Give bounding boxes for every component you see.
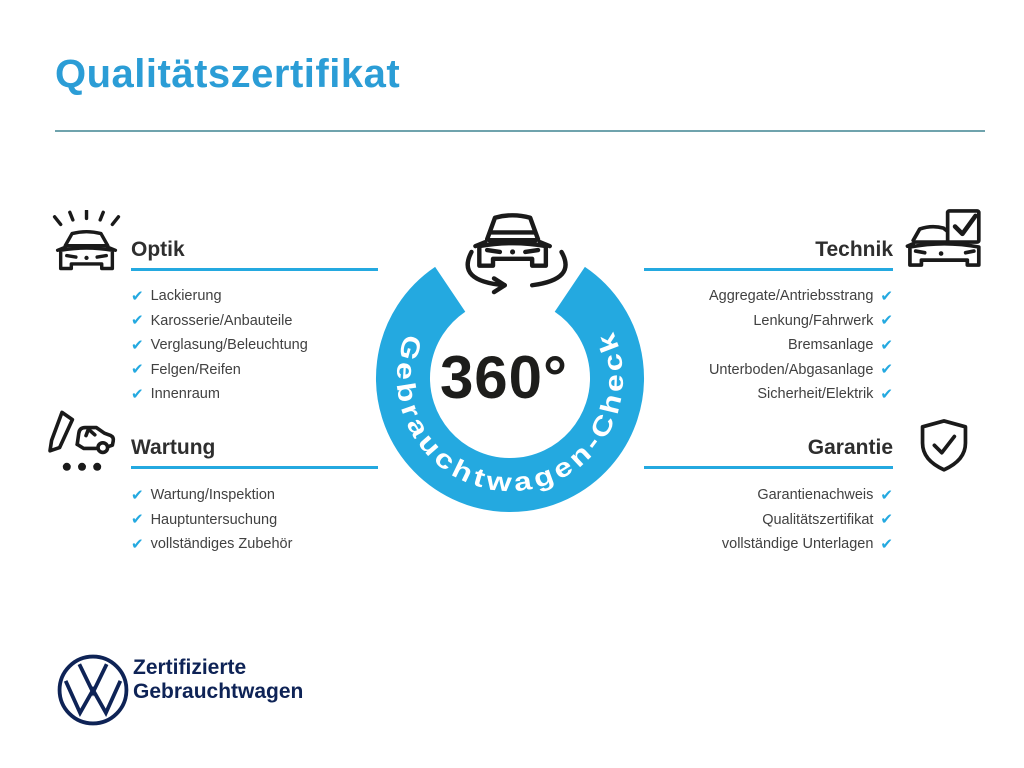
check-icon: ✔ [131,286,144,305]
item-label: vollständiges Zubehör [150,536,293,553]
ring-360: Gebrauchtwagen-Check [376,266,644,513]
section-underline-optik [131,268,378,271]
checklist-wartung: ✔ Wartung/Inspektion ✔ Hauptuntersuchung… [131,483,292,557]
checklist-item: Garantienachweis ✔ [600,483,893,508]
item-label: Lackierung [150,288,222,305]
checklist-item: ✔ vollständiges Zubehör [131,532,292,557]
section-title-optik: Optik [131,238,185,261]
section-underline-technik [644,268,893,271]
car-rotate-icon [465,213,568,295]
check-icon: ✔ [131,311,144,330]
checklist-item: Lenkung/Fahrwerk ✔ [600,309,893,334]
check-icon: ✔ [880,335,893,354]
item-label: Bremsanlage [787,337,874,354]
brand-text: Zertifizierte Gebrauchtwagen [133,656,303,704]
brand-line-1: Zertifizierte [133,656,247,679]
checklist-item: ✔ Karosserie/Anbauteile [131,309,308,334]
check-icon: ✔ [880,384,893,403]
item-label: Hauptuntersuchung [150,511,278,528]
item-label: Karosserie/Anbauteile [150,312,293,329]
vw-logo [57,654,129,726]
item-label: Unterboden/Abgasanlage [708,361,874,378]
checklist-item: Qualitätszertifikat ✔ [600,508,893,533]
check-icon: ✔ [880,311,893,330]
item-label: Wartung/Inspektion [150,487,275,504]
check-icon: ✔ [880,360,893,379]
check-icon: ✔ [880,286,893,305]
checklist-item: ✔ Lackierung [131,284,308,309]
section-title-technik: Technik [815,238,893,261]
checklist-optik: ✔ Lackierung ✔ Karosserie/Anbauteile ✔ V… [131,284,308,407]
checklist-garantie: Garantienachweis ✔ Qualitätszertifikat ✔… [600,483,893,557]
check-icon: ✔ [131,485,144,504]
item-label: Aggregate/Antriebsstrang [708,288,874,305]
checklist-item: ✔ Innenraum [131,382,308,407]
ring-arc [376,266,644,513]
check-icon: ✔ [131,534,144,553]
checklist-item: Sicherheit/Elektrik ✔ [600,382,893,407]
title-rule [55,130,985,132]
car-front-shine-icon [52,210,121,271]
section-title-wartung: Wartung [131,436,216,459]
check-icon: ✔ [131,360,144,379]
brand-line-2: Gebrauchtwagen [133,680,304,703]
car-checkbox-icon [905,209,981,267]
checklist-item: ✔ Hauptuntersuchung [131,508,292,533]
check-icon: ✔ [131,510,144,529]
check-icon: ✔ [131,384,144,403]
item-label: Lenkung/Fahrwerk [753,312,874,329]
section-underline-wartung [131,466,378,469]
item-label: Verglasung/Beleuchtung [150,337,308,354]
check-icon: ✔ [880,534,893,553]
checklist-technik: Aggregate/Antriebsstrang ✔ Lenkung/Fahrw… [600,284,893,407]
degree-label: 360° [439,344,569,411]
pencil-car-icon [48,410,116,471]
item-label: vollständige Unterlagen [721,536,874,553]
check-icon: ✔ [880,485,893,504]
shield-check-icon [920,419,968,472]
checklist-item: ✔ Verglasung/Beleuchtung [131,333,308,358]
section-title-garantie: Garantie [807,436,893,459]
page-title: Qualitätszertifikat [55,52,401,96]
checklist-item: Aggregate/Antriebsstrang ✔ [600,284,893,309]
checklist-item: ✔ Wartung/Inspektion [131,483,292,508]
item-label: Felgen/Reifen [150,361,241,378]
checklist-item: vollständige Unterlagen ✔ [600,532,893,557]
check-icon: ✔ [131,335,144,354]
section-underline-garantie [644,466,893,469]
item-label: Qualitätszertifikat [762,511,874,528]
item-label: Innenraum [150,386,220,403]
checklist-item: Unterboden/Abgasanlage ✔ [600,358,893,383]
item-label: Garantienachweis [757,487,874,504]
check-icon: ✔ [880,510,893,529]
checklist-item: ✔ Felgen/Reifen [131,358,308,383]
item-label: Sicherheit/Elektrik [757,386,874,403]
checklist-item: Bremsanlage ✔ [600,333,893,358]
